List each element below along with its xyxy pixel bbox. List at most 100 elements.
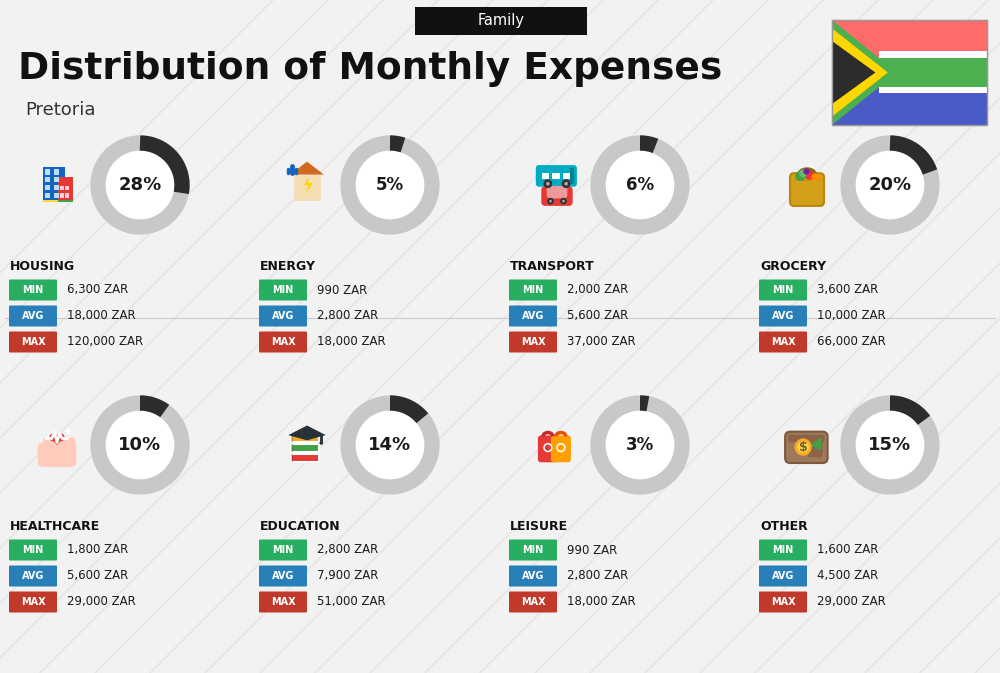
Text: EDUCATION: EDUCATION — [260, 520, 341, 533]
Circle shape — [606, 411, 674, 479]
FancyBboxPatch shape — [38, 443, 76, 467]
Text: 120,000 ZAR: 120,000 ZAR — [67, 336, 143, 349]
Text: MIN: MIN — [22, 285, 44, 295]
FancyBboxPatch shape — [9, 565, 57, 586]
Circle shape — [560, 198, 567, 205]
Circle shape — [49, 433, 57, 441]
Text: 5,600 ZAR: 5,600 ZAR — [567, 310, 628, 322]
Text: 29,000 ZAR: 29,000 ZAR — [817, 596, 886, 608]
Circle shape — [543, 179, 552, 188]
FancyBboxPatch shape — [509, 592, 557, 612]
Circle shape — [562, 200, 565, 203]
Text: Pretoria: Pretoria — [25, 101, 96, 119]
Text: 2,000 ZAR: 2,000 ZAR — [567, 283, 628, 297]
Text: AVG: AVG — [522, 311, 544, 321]
FancyBboxPatch shape — [54, 192, 59, 198]
Text: HEALTHCARE: HEALTHCARE — [10, 520, 100, 533]
FancyBboxPatch shape — [54, 185, 59, 190]
Circle shape — [319, 441, 323, 445]
FancyBboxPatch shape — [9, 592, 57, 612]
Polygon shape — [50, 437, 64, 445]
Circle shape — [543, 443, 553, 452]
Circle shape — [556, 443, 566, 452]
FancyBboxPatch shape — [259, 332, 307, 353]
Text: 10%: 10% — [118, 436, 162, 454]
FancyBboxPatch shape — [542, 173, 549, 179]
Circle shape — [805, 170, 814, 180]
Circle shape — [549, 200, 552, 203]
Text: 18,000 ZAR: 18,000 ZAR — [67, 310, 136, 322]
FancyBboxPatch shape — [509, 306, 557, 326]
Circle shape — [356, 151, 424, 219]
FancyBboxPatch shape — [58, 177, 73, 202]
Text: AVG: AVG — [272, 311, 294, 321]
Text: 2,800 ZAR: 2,800 ZAR — [317, 544, 378, 557]
FancyBboxPatch shape — [551, 435, 571, 462]
Text: AVG: AVG — [272, 571, 294, 581]
Text: 18,000 ZAR: 18,000 ZAR — [567, 596, 636, 608]
Circle shape — [356, 411, 424, 479]
Text: 15%: 15% — [868, 436, 912, 454]
Circle shape — [796, 439, 810, 454]
FancyBboxPatch shape — [259, 306, 307, 326]
FancyBboxPatch shape — [509, 279, 557, 301]
Polygon shape — [832, 20, 897, 125]
Text: 2,800 ZAR: 2,800 ZAR — [567, 569, 628, 583]
FancyBboxPatch shape — [759, 540, 807, 561]
Circle shape — [546, 182, 550, 186]
Circle shape — [606, 151, 674, 219]
FancyBboxPatch shape — [67, 428, 69, 434]
Polygon shape — [304, 177, 313, 194]
Text: $: $ — [799, 441, 807, 454]
Text: 1,800 ZAR: 1,800 ZAR — [67, 544, 128, 557]
FancyBboxPatch shape — [291, 434, 293, 442]
FancyBboxPatch shape — [291, 454, 319, 462]
FancyBboxPatch shape — [45, 170, 50, 174]
Circle shape — [564, 182, 568, 186]
FancyBboxPatch shape — [541, 186, 573, 206]
Circle shape — [545, 444, 551, 451]
Circle shape — [558, 444, 564, 451]
FancyBboxPatch shape — [570, 168, 574, 184]
Text: MIN: MIN — [522, 545, 544, 555]
FancyBboxPatch shape — [58, 201, 73, 202]
FancyBboxPatch shape — [50, 437, 61, 453]
FancyBboxPatch shape — [45, 192, 50, 198]
FancyBboxPatch shape — [45, 185, 50, 190]
FancyBboxPatch shape — [64, 437, 75, 453]
Text: MIN: MIN — [522, 285, 544, 295]
FancyBboxPatch shape — [832, 20, 987, 73]
Text: 2,800 ZAR: 2,800 ZAR — [317, 310, 378, 322]
Text: AVG: AVG — [772, 571, 794, 581]
Polygon shape — [290, 162, 324, 174]
FancyBboxPatch shape — [259, 565, 307, 586]
FancyBboxPatch shape — [415, 7, 587, 35]
Text: AVG: AVG — [522, 571, 544, 581]
Text: 3%: 3% — [626, 436, 654, 454]
FancyBboxPatch shape — [509, 540, 557, 561]
FancyBboxPatch shape — [563, 173, 570, 179]
FancyBboxPatch shape — [54, 170, 59, 174]
Text: 37,000 ZAR: 37,000 ZAR — [567, 336, 636, 349]
FancyBboxPatch shape — [43, 437, 54, 453]
FancyBboxPatch shape — [43, 167, 65, 202]
FancyBboxPatch shape — [808, 440, 823, 458]
FancyBboxPatch shape — [291, 434, 319, 442]
FancyBboxPatch shape — [54, 177, 59, 182]
FancyBboxPatch shape — [547, 186, 567, 199]
Text: 5%: 5% — [376, 176, 404, 194]
Text: 20%: 20% — [868, 176, 912, 194]
Text: 7,900 ZAR: 7,900 ZAR — [317, 569, 378, 583]
Text: 4,500 ZAR: 4,500 ZAR — [817, 569, 878, 583]
Text: 6,300 ZAR: 6,300 ZAR — [67, 283, 128, 297]
FancyBboxPatch shape — [759, 306, 807, 326]
Text: OTHER: OTHER — [760, 520, 808, 533]
FancyBboxPatch shape — [509, 332, 557, 353]
Text: MAX: MAX — [771, 597, 795, 607]
Text: MAX: MAX — [21, 597, 45, 607]
FancyBboxPatch shape — [509, 565, 557, 586]
FancyBboxPatch shape — [759, 565, 807, 586]
FancyBboxPatch shape — [552, 173, 560, 179]
Circle shape — [811, 174, 819, 181]
Text: HOUSING: HOUSING — [10, 260, 75, 273]
